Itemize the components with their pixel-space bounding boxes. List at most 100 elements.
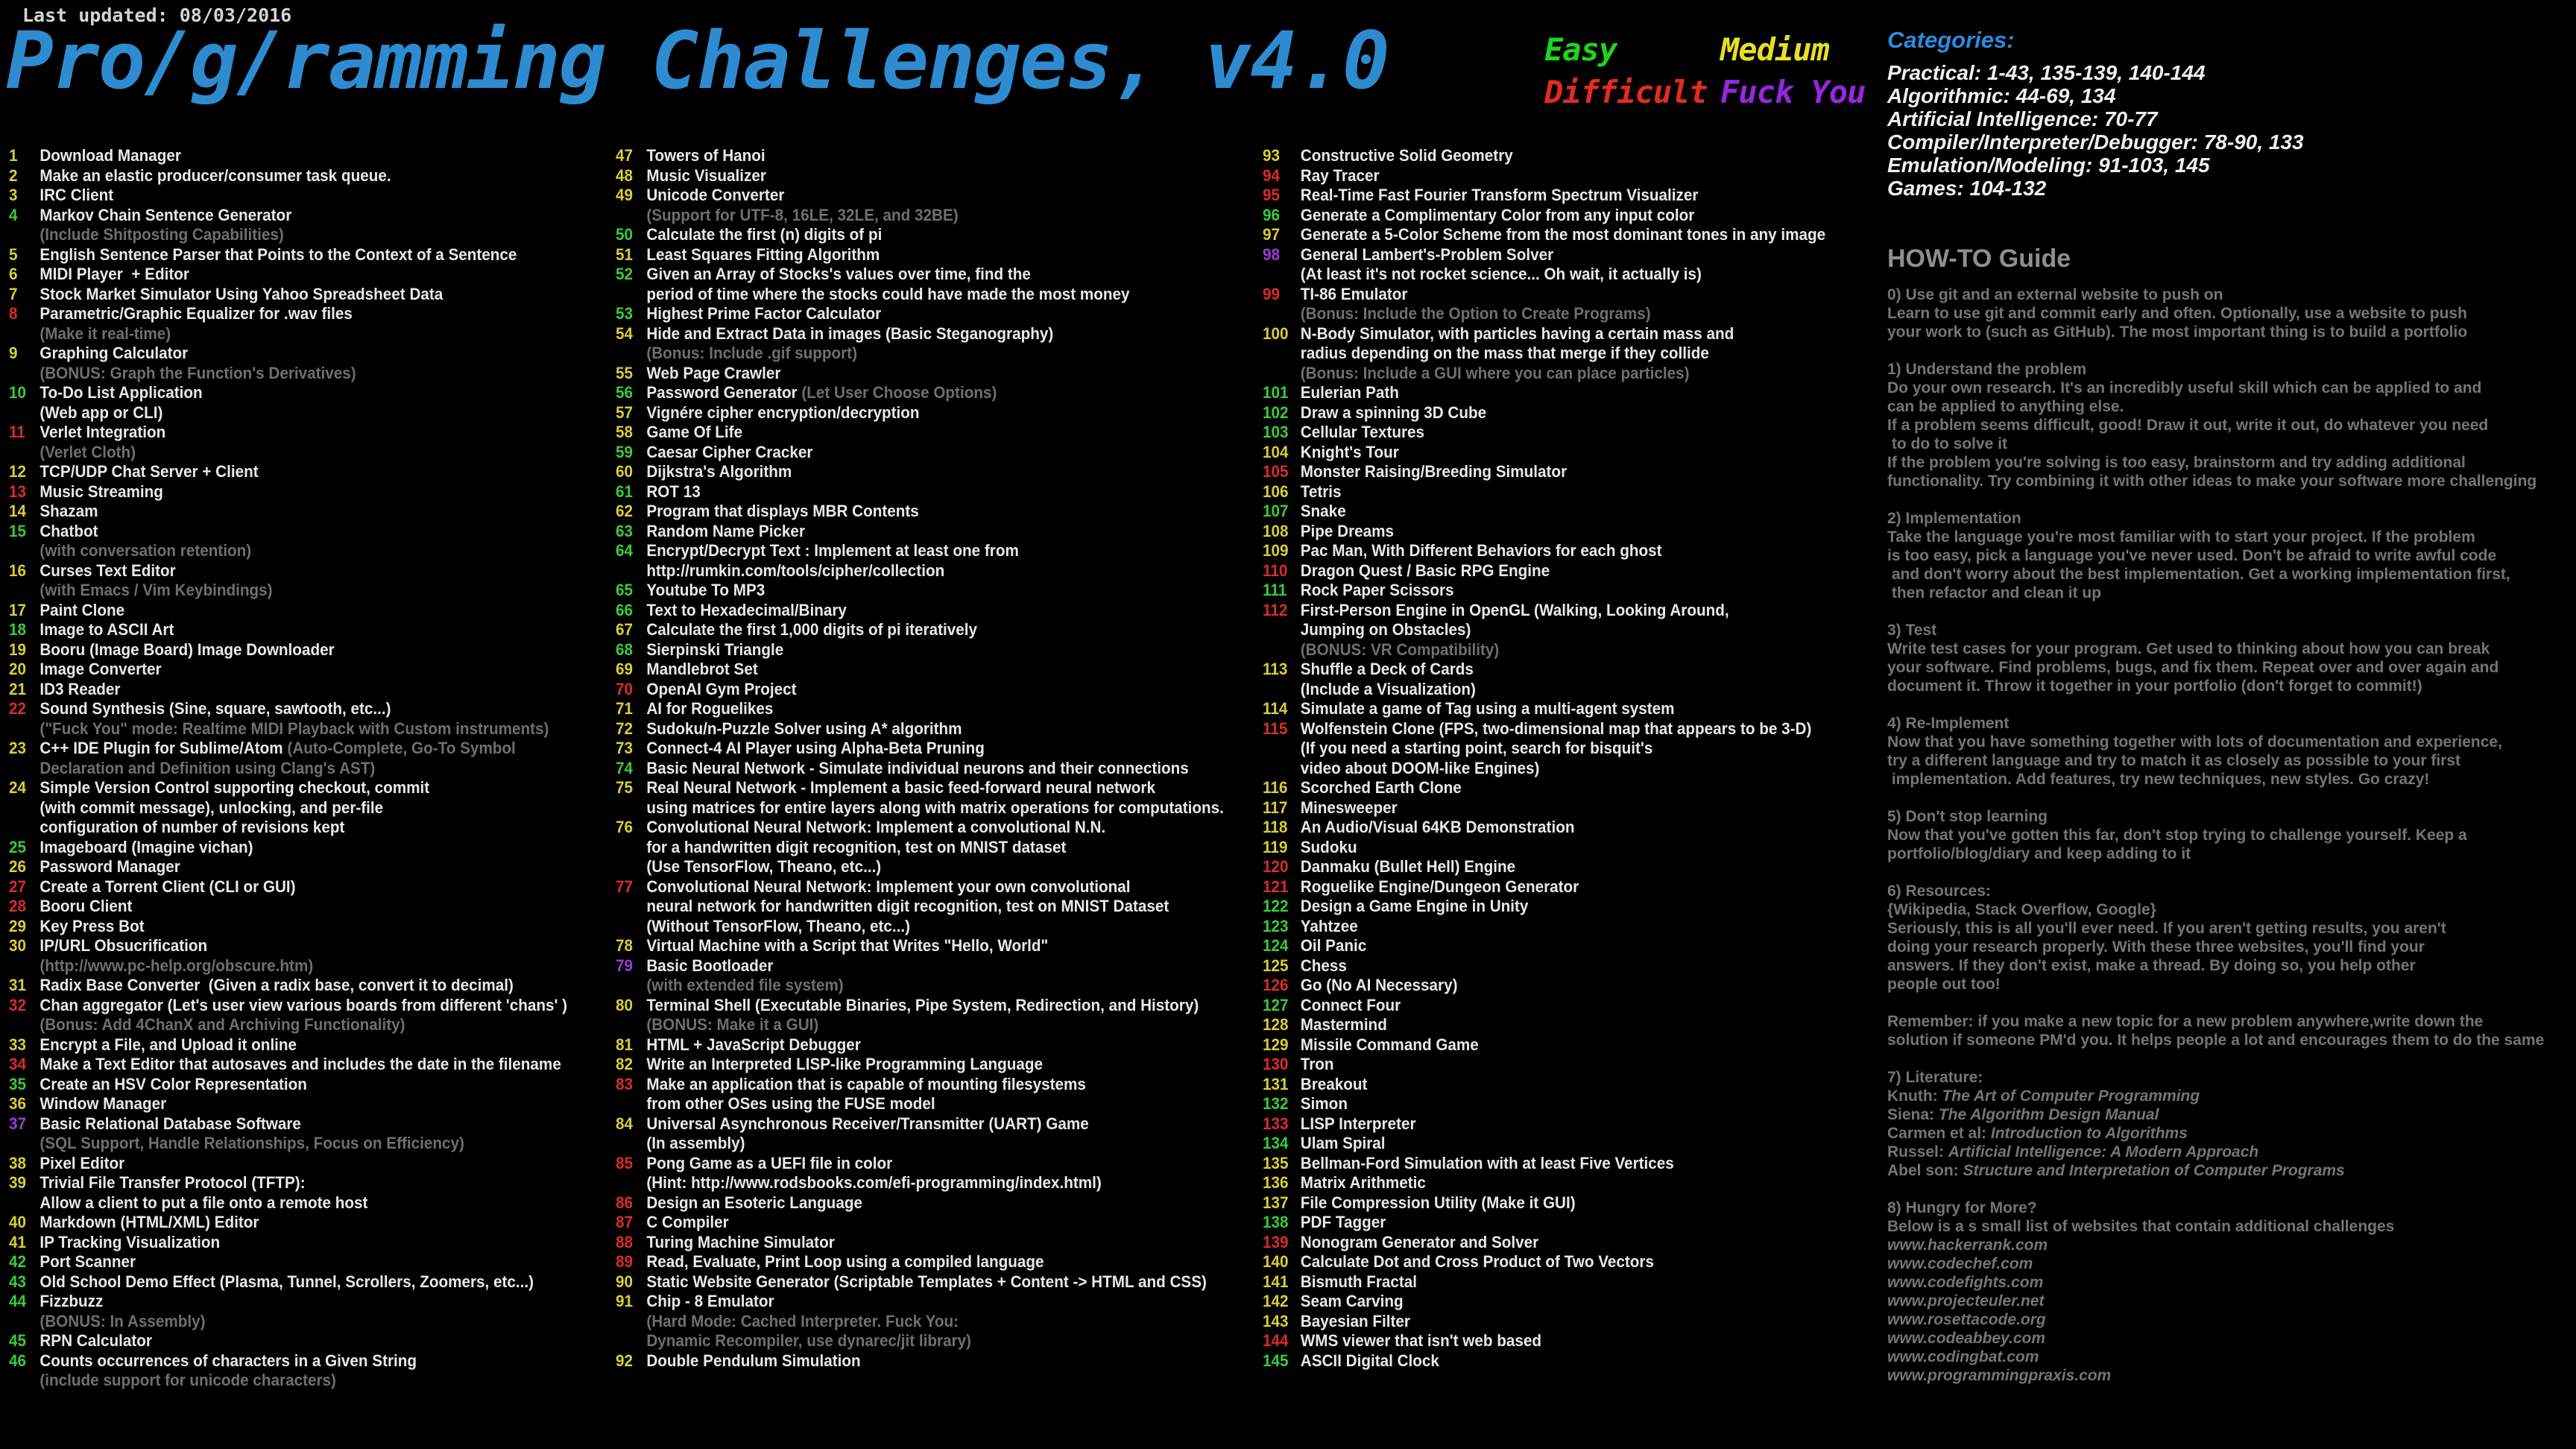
- categories-heading: Categories:: [1887, 27, 2015, 53]
- item-number: 19: [9, 640, 27, 659]
- item-number: 107: [1263, 502, 1289, 520]
- category-line: Games: 104-132: [1887, 177, 2047, 200]
- item-line: Verlet Integration: [40, 423, 166, 441]
- challenge-item: 131 Breakout: [1263, 1075, 1825, 1095]
- item-number: 35: [9, 1074, 27, 1093]
- legend-fuck-you: Fuck You: [1720, 74, 1866, 110]
- item-line: Hide and Extract Data in images (Basic S…: [646, 323, 1054, 343]
- item-number: 8: [9, 304, 18, 323]
- guide-line: functionality. Try combining it with oth…: [1887, 473, 2537, 490]
- item-number: 127: [1263, 995, 1289, 1014]
- item-line: Game Of Life: [646, 423, 743, 441]
- item-line: Towers of Hanoi: [646, 146, 765, 165]
- item-number: 126: [1263, 976, 1289, 994]
- item-number: 138: [1263, 1213, 1289, 1231]
- challenge-item: 136 Matrix Arithmetic: [1263, 1173, 1825, 1193]
- item-line: PDF Tagger: [1300, 1213, 1386, 1231]
- item-line: (http://www.pc-help.org/obscure.htm): [40, 956, 314, 975]
- item-number: 143: [1263, 1311, 1289, 1330]
- item-number: 66: [616, 600, 634, 619]
- item-line: Allow a client to put a file onto a remo…: [40, 1193, 368, 1212]
- item-line: Connect Four: [1300, 995, 1401, 1014]
- item-line: Random Name Picker: [646, 521, 805, 540]
- item-line: (include support for unicode characters): [40, 1371, 336, 1389]
- guide-line: 7) Literature:: [1887, 1069, 1983, 1086]
- challenge-item: 47 Towers of Hanoi: [616, 146, 1224, 166]
- item-number: 71: [616, 699, 634, 718]
- challenge-item: 58 Game Of Life: [616, 423, 1224, 443]
- item-line: Highest Prime Factor Calculator: [646, 304, 882, 323]
- item-number: 86: [616, 1193, 634, 1212]
- item-number: 13: [9, 482, 27, 501]
- challenge-item: 143 Bayesian Filter: [1263, 1312, 1825, 1332]
- item-line: Curses Text Editor: [40, 561, 176, 580]
- guide-line: Seriously, this is all you'll ever need.…: [1887, 920, 2446, 937]
- item-line: Mastermind: [1300, 1015, 1387, 1034]
- howto-guide-sections: 0) Use git and an external website to pu…: [1887, 285, 2576, 1385]
- item-line: Terminal Shell (Executable Binaries, Pip…: [646, 995, 1199, 1014]
- item-line: (At least it's not rocket science... Oh …: [1300, 265, 1702, 283]
- challenge-item: 106 Tetris: [1263, 482, 1825, 502]
- category-line: Algorithmic: 44-69, 134: [1887, 84, 2116, 107]
- item-number: 18: [9, 620, 27, 639]
- challenge-item: 39 Trivial File Transfer Protocol (TFTP):…: [9, 1173, 567, 1213]
- item-number: 6: [9, 265, 18, 283]
- item-number: 9: [9, 344, 18, 362]
- item-line: (Include Shitposting Capabilities): [40, 225, 284, 244]
- item-number: 114: [1263, 699, 1288, 718]
- challenge-item: 34 Make a Text Editor that autosaves and …: [9, 1055, 567, 1075]
- challenge-item: 81 HTML + JavaScript Debugger: [616, 1035, 1224, 1055]
- item-line: An Audio/Visual 64KB Demonstration: [1300, 818, 1575, 836]
- challenge-item: 118 An Audio/Visual 64KB Demonstration: [1263, 818, 1825, 838]
- guide-line: Write test cases for your program. Get u…: [1887, 640, 2490, 657]
- guide-line: 1) Understand the problem: [1887, 361, 2087, 378]
- item-line: Go (No AI Necessary): [1300, 976, 1458, 994]
- item-number: 58: [616, 423, 634, 441]
- item-number: 133: [1263, 1114, 1289, 1133]
- guide-line: Remember: if you make a new topic for a …: [1887, 1013, 2484, 1030]
- item-line: Vignére cipher encryption/decryption: [646, 402, 920, 422]
- guide-line: Take the language you're most familiar w…: [1887, 528, 2475, 546]
- item-line: Declaration and Definition using Clang's…: [40, 758, 376, 777]
- item-number: 26: [9, 857, 27, 876]
- item-number: 70: [616, 679, 634, 698]
- challenge-item: 23 C++ IDE Plugin for Sublime/Atom (Auto-…: [9, 739, 567, 778]
- item-line: Design a Game Engine in Unity: [1300, 897, 1529, 915]
- challenge-item: 37 Basic Relational Database Software (SQL…: [9, 1114, 567, 1154]
- item-number: 94: [1263, 165, 1281, 185]
- item-line: (BONUS: Make it a GUI): [646, 1015, 819, 1034]
- challenge-item: 90 Static Website Generator (Scriptable T…: [616, 1272, 1224, 1292]
- item-number: 61: [616, 482, 634, 501]
- guide-line: answers. If they don't exist, make a thr…: [1887, 957, 2416, 974]
- challenge-item: 117 Minesweeper: [1263, 798, 1825, 818]
- item-line: Static Website Generator (Scriptable Tem…: [646, 1272, 1207, 1291]
- guide-line: Do your own research. It's an incredibly…: [1887, 379, 2482, 397]
- challenge-column-1: 1 Download Manager 2 Make an elastic produc…: [9, 146, 567, 1391]
- item-number: 145: [1263, 1351, 1289, 1370]
- item-number: 53: [616, 304, 634, 323]
- item-line: Breakout: [1300, 1074, 1368, 1093]
- item-number: 47: [616, 146, 634, 165]
- challenge-item: 142 Seam Carving: [1263, 1292, 1825, 1312]
- item-line: Chan aggregator (Let's user view various…: [40, 995, 568, 1014]
- howto-section: 0) Use git and an external website to pu…: [1887, 285, 2576, 341]
- item-line: Matrix Arithmetic: [1300, 1173, 1426, 1192]
- item-number: 31: [9, 976, 27, 994]
- challenge-item: 35 Create an HSV Color Representation: [9, 1075, 567, 1095]
- item-number: 102: [1263, 402, 1289, 422]
- challenge-item: 29 Key Press Bot: [9, 917, 567, 937]
- item-line: (Make it real-time): [40, 323, 171, 343]
- item-line: Create a Torrent Client (CLI or GUI): [40, 877, 296, 896]
- item-line: Simple Version Control supporting checko…: [40, 778, 430, 797]
- item-line: Tetris: [1300, 482, 1342, 501]
- challenge-item: 24 Simple Version Control supporting chec…: [9, 778, 567, 838]
- item-line: Markov Chain Sentence Generator: [40, 205, 292, 224]
- item-number: 103: [1263, 423, 1289, 441]
- item-line: Convolutional Neural Network: Implement …: [646, 877, 1131, 896]
- item-line: English Sentence Parser that Points to t…: [40, 244, 517, 264]
- item-line: Calculate the first (n) digits of pi: [646, 225, 883, 244]
- item-number: 117: [1263, 798, 1288, 817]
- challenge-item: 124 Oil Panic: [1263, 936, 1825, 956]
- item-line: ROT 13: [646, 482, 701, 501]
- guide-line: www.codeabbey.com: [1887, 1330, 2045, 1347]
